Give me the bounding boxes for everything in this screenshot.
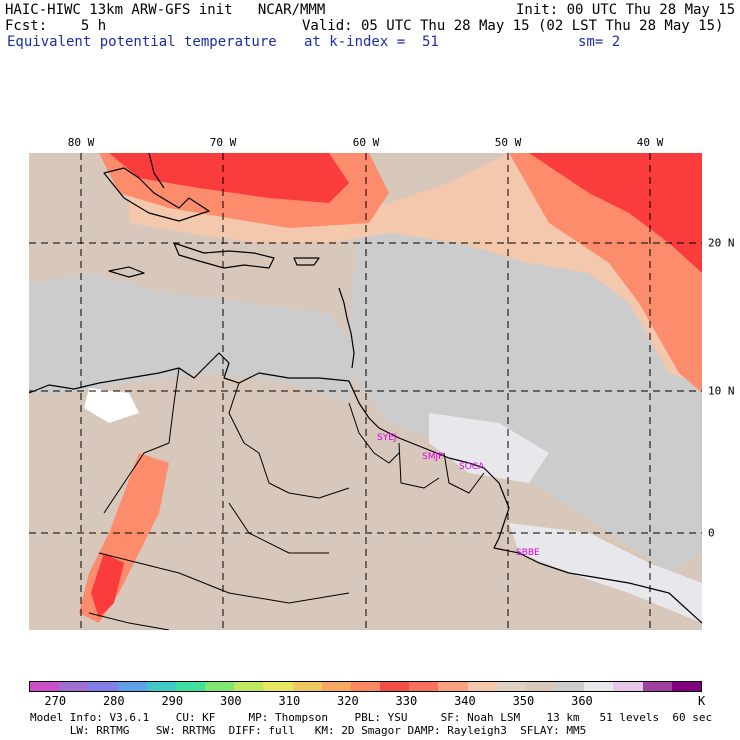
valid-time: Valid: 05 UTC Thu 28 May 15 (02 LST Thu … — [302, 18, 724, 34]
field-name: Equivalent potential temperature — [7, 34, 277, 50]
colorbar-swatch — [496, 682, 526, 691]
colorbar-swatch — [59, 682, 89, 691]
field-gray-caribbean — [29, 273, 359, 403]
colorbar-tick-label: 280 — [102, 694, 125, 708]
smoothing-label: sm= 2 — [578, 34, 621, 50]
forecast-hour: Fcst: 5 h — [5, 18, 107, 34]
lon-label-50w: 50 W — [494, 136, 522, 149]
field-lightgray-south — [509, 523, 702, 623]
colorbar-tick-label: 290 — [161, 694, 184, 708]
colorbar-swatch — [88, 682, 118, 691]
colorbar-swatch — [263, 682, 293, 691]
lon-label-70w: 70 W — [209, 136, 237, 149]
colorbar-tick-label: 360 — [571, 694, 593, 708]
colorbar-tick-label: 320 — [337, 694, 359, 708]
colorbar-tick-label: 330 — [395, 694, 418, 708]
colorbar-swatch — [555, 682, 585, 691]
country-borders — [88, 367, 485, 630]
station-label: SMJP — [422, 452, 444, 462]
colorbar-swatch — [350, 682, 381, 691]
colorbar-swatch — [409, 682, 439, 691]
colorbar-swatch — [146, 682, 176, 691]
theta-e-map: SYEJ SMJP SOCA SBBE — [29, 153, 702, 630]
colorbar-swatch — [380, 682, 410, 691]
colorbar-swatch — [205, 682, 235, 691]
station-label: SBBE — [516, 548, 540, 558]
colorbar-swatch — [438, 682, 468, 691]
model-title: HAIC-HIWC 13km ARW-GFS init NCAR/MMM — [5, 2, 326, 18]
lat-label-0: 0 — [708, 526, 715, 540]
colorbar-swatch — [117, 682, 147, 691]
init-time: Init: 00 UTC Thu 28 May 15 — [516, 2, 736, 18]
colorbar-swatch — [234, 682, 264, 691]
colorbar-swatch — [30, 682, 60, 691]
field-red-andes — [91, 553, 124, 618]
field-red-north — [109, 153, 349, 203]
colorbar-swatch — [642, 682, 672, 691]
lon-label-40w: 40 W — [636, 136, 664, 149]
colorbar-swatch — [671, 682, 701, 691]
station-label: SYEJ — [377, 433, 397, 443]
colorbar-tick-label: 300 — [219, 694, 242, 708]
field-white-patch — [84, 388, 139, 423]
lon-label-80w: 80 W — [67, 136, 95, 149]
colorbar-swatch — [525, 682, 556, 691]
colorbar-swatch — [175, 682, 206, 691]
model-info-line1: Model Info: V3.6.1 CU: KF MP: Thompson P… — [30, 711, 713, 724]
model-info-line2: LW: RRTMG SW: RRTMG DIFF: full KM: 2D Sm… — [30, 724, 587, 737]
colorbar-unit: K — [698, 694, 706, 708]
colorbar-swatch — [292, 682, 322, 691]
field-red-east — [529, 153, 702, 273]
colorbar-swatch — [467, 682, 497, 691]
colorbar-swatch — [321, 682, 351, 691]
station-label: SOCA — [459, 462, 485, 472]
colorbar-tick-label: 340 — [454, 694, 476, 708]
lat-label-10n: 10 N — [708, 384, 735, 398]
colorbar-tick-label: 310 — [278, 694, 301, 708]
colorbar-swatch — [584, 682, 614, 691]
lon-label-60w: 60 W — [352, 136, 380, 149]
level-label: at k-index = 51 — [304, 34, 439, 50]
field-gray-ocean — [349, 213, 702, 573]
colorbar-swatch — [613, 682, 643, 691]
colorbar — [29, 681, 702, 692]
colorbar-tick-label: 270 — [44, 694, 67, 708]
lat-label-20n: 20 N — [708, 236, 735, 250]
colorbar-tick-label: 350 — [512, 694, 535, 708]
field-lightgray-mid — [429, 413, 549, 483]
